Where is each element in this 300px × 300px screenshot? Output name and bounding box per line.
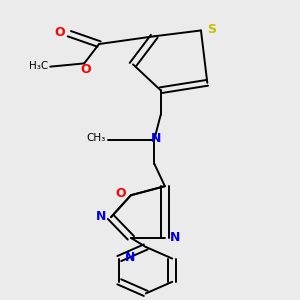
Text: N: N	[170, 231, 180, 244]
Text: O: O	[80, 63, 91, 76]
Text: H₃C: H₃C	[29, 61, 48, 71]
Text: N: N	[125, 251, 136, 264]
Text: CH₃: CH₃	[86, 134, 105, 143]
Text: O: O	[55, 26, 65, 39]
Text: S: S	[208, 23, 217, 36]
Text: N: N	[151, 132, 161, 145]
Text: O: O	[116, 187, 126, 200]
Text: N: N	[96, 210, 106, 223]
